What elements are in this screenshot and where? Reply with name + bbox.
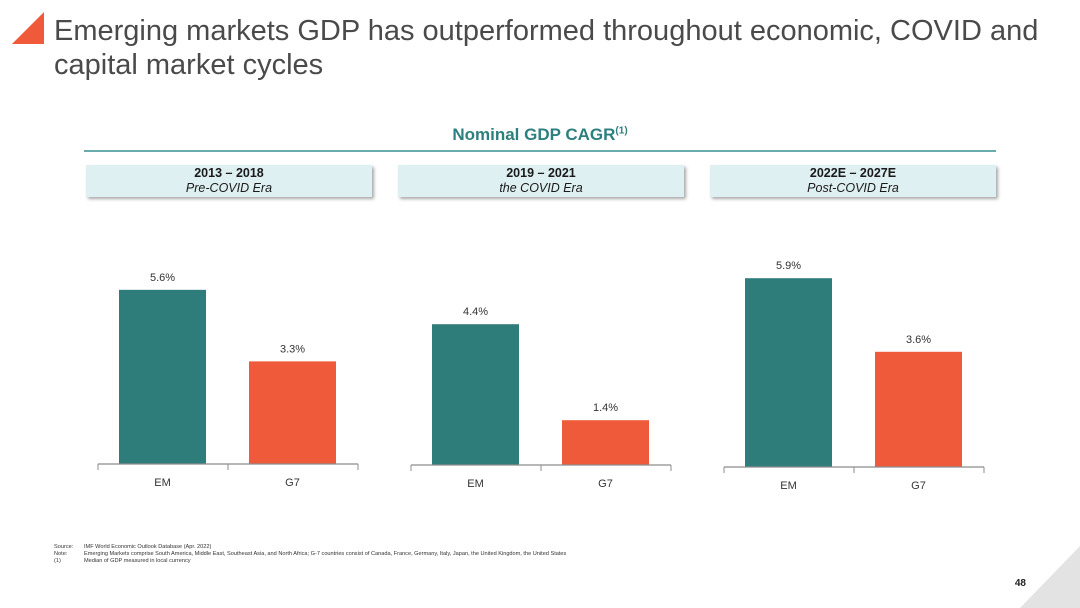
footnote-note: Note: Emerging Markets comprise South Ame… [54, 551, 567, 557]
section-divider [84, 150, 996, 152]
era-years: 2019 – 2021 [506, 166, 576, 180]
category-label: G7 [911, 480, 926, 492]
bar-g7 [562, 420, 649, 465]
category-label: G7 [285, 477, 300, 489]
bar-g7 [875, 351, 962, 467]
era-years: 2022E – 2027E [809, 166, 897, 180]
era-header-pre-covid: 2013 – 2018 Pre-COVID Era [86, 165, 372, 197]
category-label: G7 [598, 478, 613, 490]
data-label: 1.4% [593, 402, 618, 414]
chart-panel-2: 4.4% EM 1.4% G7 [410, 306, 672, 490]
category-label: EM [154, 477, 171, 489]
bar-em [745, 278, 832, 467]
footnotes: Source: IMF World Economic Outlook Databa… [54, 544, 566, 565]
chart-panel-1: 5.6% EM 3.3% G7 [97, 272, 359, 489]
footnote-1: (1) Median of GDP measured in local curre… [54, 558, 191, 564]
data-label: 3.6% [906, 334, 931, 346]
bar-em [432, 324, 519, 465]
era-label: Pre-COVID Era [185, 181, 273, 195]
category-label: EM [467, 478, 484, 490]
page-corner-fold-icon [1020, 546, 1080, 608]
logo-triangle-icon [12, 12, 44, 44]
bar-g7 [249, 361, 336, 464]
data-label: 5.6% [150, 272, 175, 284]
era-label: Post-COVID Era [807, 181, 899, 195]
data-label: 4.4% [463, 306, 488, 318]
footnote-source: Source: IMF World Economic Outlook Databa… [54, 544, 212, 550]
category-label: EM [780, 480, 797, 492]
data-label: 3.3% [280, 343, 305, 355]
section-title-text: Nominal GDP CAGR [452, 125, 616, 144]
era-label: the COVID Era [499, 181, 583, 195]
page-title: Emerging markets GDP has outperformed th… [54, 15, 1039, 81]
section-title: Nominal GDP CAGR(1) [84, 125, 996, 145]
era-header-covid: 2019 – 2021 the COVID Era [398, 165, 684, 197]
data-label: 5.9% [776, 260, 801, 272]
chart-panel-3: 5.9% EM 3.6% G7 [723, 260, 985, 492]
bar-em [119, 289, 206, 464]
section-title-footnote-ref: (1) [615, 125, 628, 137]
page-number: 48 [1014, 578, 1026, 589]
era-years: 2013 – 2018 [194, 166, 264, 180]
era-header-post-covid: 2022E – 2027E Post-COVID Era [710, 165, 996, 197]
